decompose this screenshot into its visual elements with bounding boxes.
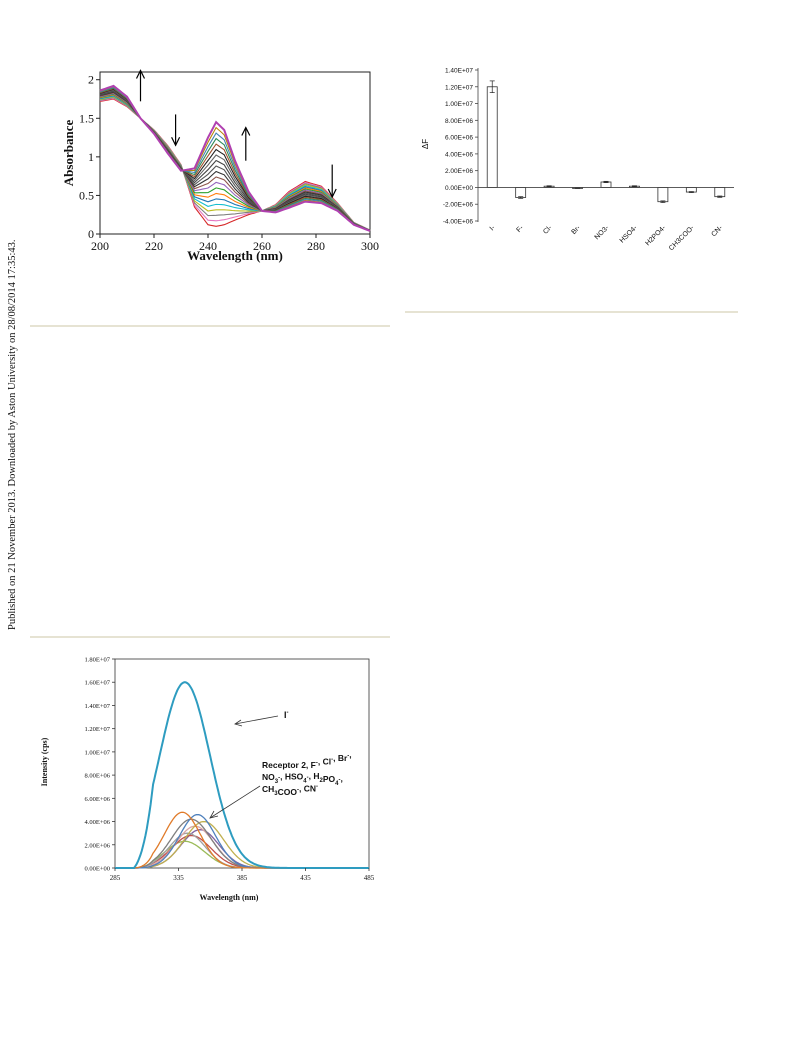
bar	[486, 86, 498, 188]
uv-x-tick-label: 220	[145, 239, 163, 253]
uv-y-tick-label: 2	[88, 73, 94, 87]
fl-arrow-receptor	[209, 785, 261, 819]
uv-x-tick-label: 300	[361, 239, 379, 253]
uv-y-tick-label: 1.5	[79, 111, 94, 125]
uv-curve	[99, 84, 371, 232]
delta-f-bar-chart: 1.40E+07 1.20E+07 1.00E+07 8.00E+06 6.00E+06…	[421, 68, 734, 252]
fl-iodide-label: I-	[284, 710, 289, 720]
bar-y-tick-label: 1.20E+07	[445, 84, 473, 91]
fl-x-tick-label: 285	[110, 874, 121, 882]
bar-y-tick-label: 1.40E+07	[445, 68, 473, 75]
uv-x-tick-label: 200	[91, 239, 109, 253]
bar	[657, 187, 669, 203]
fl-y-tick-label: 1.80E+07	[84, 657, 110, 664]
bar-y-ticks: 1.40E+07 1.20E+07 1.00E+07 8.00E+06 6.00E+06…	[443, 68, 478, 226]
bar-y-axis-label: ΔF	[421, 139, 430, 149]
uv-plot-frame	[99, 71, 371, 235]
bar-y-tick-label: -2.00E+06	[443, 202, 474, 209]
fl-x-tick-label: 335	[173, 874, 184, 882]
fl-y-tick-label: 1.20E+07	[84, 726, 110, 733]
fl-annotations: I- Receptor 2, F-, Cl-, Br-,NO3-, HSO4-, …	[209, 710, 352, 819]
fl-arrow-iodide-head	[234, 719, 243, 727]
fl-x-ticks: 285 335 385 435 485	[110, 868, 375, 882]
fl-curves	[115, 681, 369, 869]
fl-curve	[115, 832, 369, 869]
bar-x-tick-label: H2PO4-	[644, 224, 667, 247]
rule-left-upper	[30, 325, 390, 327]
fluorescence-chart: 285 335 385 435 485 0.00E+00 2.00E+06 4.00E+06…	[40, 657, 375, 903]
bar-y-tick-label: -4.00E+06	[443, 219, 474, 226]
uv-x-tick-label: 260	[253, 239, 271, 253]
fl-y-ticks: 0.00E+00 2.00E+06 4.00E+06 6.00E+06 8.00E+06…	[84, 657, 115, 873]
fl-y-tick-label: 1.00E+07	[84, 749, 110, 756]
bar-x-ticks: I- F- Cl- Br- NO3- HSO4- H2PO4- CH3COO- CN-	[489, 224, 725, 252]
bar-x-tick-label: CN-	[710, 224, 724, 238]
bar-x-tick-label: I-	[489, 224, 497, 232]
bar-y-tick-label: 0.00E+00	[445, 185, 473, 192]
uv-y-tick-label: 0	[88, 227, 94, 241]
side-note: Published on 21 November 2013. Downloade…	[3, 200, 19, 660]
bar-x-tick-label: HSO4-	[619, 224, 640, 245]
rule-right	[405, 311, 738, 313]
fl-y-tick-label: 8.00E+06	[84, 773, 110, 780]
bar-x-tick-label: F-	[515, 224, 525, 234]
uv-x-ticks: 200 220 240 260 280 300	[91, 234, 379, 253]
uv-arrows	[135, 69, 337, 199]
uv-curves	[99, 84, 371, 232]
uv-y-axis-label: Absorbance	[61, 120, 76, 187]
uv-arrow-head	[327, 188, 337, 199]
bar	[515, 187, 527, 198]
bar-x-tick-label: CH3COO-	[668, 224, 696, 252]
uv-arrow-head	[135, 69, 146, 79]
fl-x-tick-label: 485	[364, 874, 375, 882]
fl-y-tick-label: 0.00E+00	[84, 866, 110, 873]
bar-y-tick-label: 8.00E+06	[445, 118, 473, 125]
bar-y-tick-label: 6.00E+06	[445, 135, 473, 142]
fl-x-tick-label: 385	[237, 874, 248, 882]
uv-x-tick-label: 240	[199, 239, 217, 253]
uv-y-tick-label: 1	[88, 150, 94, 164]
fl-curve-iodide	[115, 681, 369, 869]
fl-y-axis-label: Intensity (cps)	[40, 737, 49, 786]
fl-x-axis-label: Wavelength (nm)	[200, 893, 259, 902]
bar-x-tick-label: NO3-	[594, 224, 611, 241]
side-note-text: Published on 21 November 2013. Downloade…	[7, 239, 18, 630]
rule-left-lower	[30, 636, 390, 638]
bar-x-tick-label: Cl-	[542, 224, 554, 236]
bar-x-tick-label: Br-	[570, 224, 582, 236]
uv-arrow-head	[171, 137, 181, 147]
fl-y-tick-label: 1.60E+07	[84, 680, 110, 687]
bar-y-tick-label: 1.00E+07	[445, 101, 473, 108]
bar-y-tick-label: 2.00E+06	[445, 168, 473, 175]
uv-absorbance-chart: 200 220 240 260 280 300 0 0.5 1 1.5 2 Wavelength …	[61, 69, 379, 263]
bar	[714, 187, 726, 198]
fl-x-tick-label: 435	[300, 874, 311, 882]
uv-x-tick-label: 280	[307, 239, 325, 253]
fl-arrow-iodide	[234, 715, 279, 725]
fl-y-tick-label: 6.00E+06	[84, 796, 110, 803]
fl-arrow-receptor-head	[209, 810, 219, 819]
fl-y-tick-label: 4.00E+06	[84, 819, 110, 826]
fl-y-tick-label: 2.00E+06	[84, 842, 110, 849]
fl-receptor-label: NO3-, HSO4-, H2PO4-,	[262, 771, 343, 787]
bar-y-tick-label: 4.00E+06	[445, 151, 473, 158]
fl-receptor-label: Receptor 2, F-, Cl-, Br-,	[262, 750, 352, 771]
fl-receptor-label: CH3COO-, CN-	[262, 784, 318, 798]
bar-bars	[486, 80, 726, 203]
uv-x-axis-label: Wavelength (nm)	[187, 248, 283, 263]
uv-arrow-head	[241, 126, 251, 136]
uv-y-ticks: 0 0.5 1 1.5 2	[79, 73, 100, 241]
fl-y-tick-label: 1.40E+07	[84, 703, 110, 710]
uv-y-tick-label: 0.5	[79, 188, 94, 202]
